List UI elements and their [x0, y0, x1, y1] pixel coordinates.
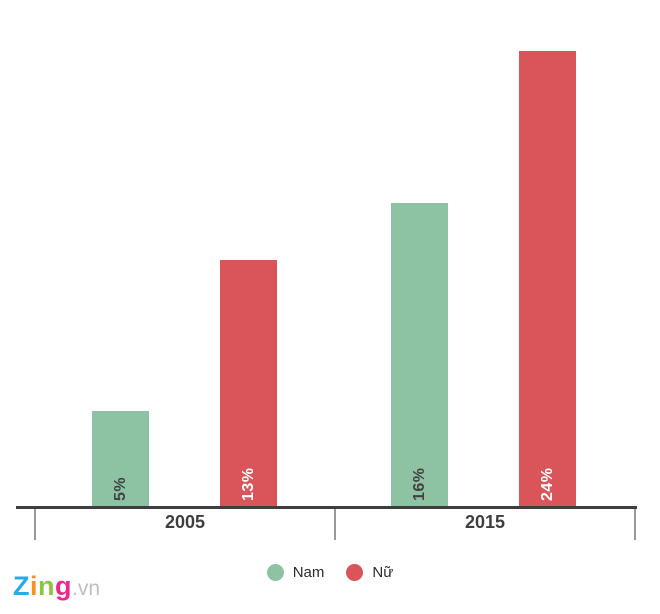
axis-tick — [334, 509, 336, 540]
legend-item-nam: Nam — [266, 564, 325, 581]
logo-letter-n: n — [38, 571, 56, 601]
category-label-2015: 2015 — [464, 512, 506, 532]
legend-item-nu: Nữ — [346, 564, 393, 581]
bar-nam-2015: 16% — [391, 203, 448, 506]
axis-tick — [634, 509, 636, 540]
bar-value-label: 5% — [112, 476, 129, 501]
logo-letter-g: g — [55, 571, 73, 601]
zing-logo: Zing.vn — [13, 571, 100, 602]
x-axis-line — [16, 506, 637, 509]
bar-nam-2005: 5% — [92, 411, 149, 506]
legend-label-nu: Nữ — [372, 564, 394, 581]
legend: Nam Nữ — [0, 564, 660, 581]
legend-swatch-nu — [346, 564, 364, 581]
logo-letter-z: Z — [13, 571, 30, 601]
bar-nu-2005: 13% — [220, 260, 277, 506]
legend-label-nam: Nam — [292, 564, 325, 581]
logo-suffix: .vn — [72, 577, 101, 600]
bar-value-label: 16% — [411, 467, 428, 501]
bar-value-label: 24% — [539, 467, 556, 501]
bar-value-label: 13% — [240, 467, 257, 501]
logo-letter-i: i — [30, 571, 39, 601]
legend-swatch-nam — [266, 564, 284, 581]
bar-nu-2015: 24% — [519, 51, 576, 506]
category-label-2005: 2005 — [164, 512, 206, 532]
axis-tick — [34, 509, 36, 540]
